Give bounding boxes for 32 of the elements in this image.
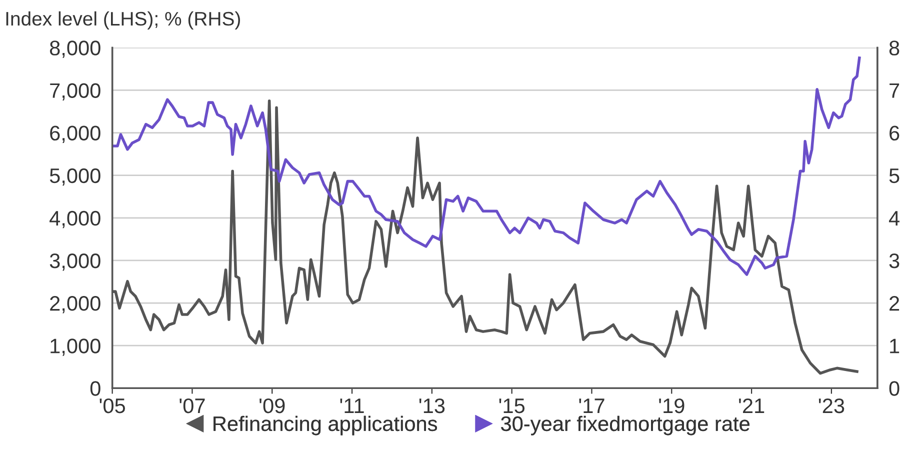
y-tick-label: 3,000: [50, 253, 100, 271]
y2-tick-label: 3: [889, 253, 900, 268]
y-tick-label: 5,000: [50, 168, 100, 186]
y-tick-label: 2,000: [50, 296, 100, 314]
x-tick-label: '17: [579, 398, 604, 413]
y-tick-label: 0: [90, 381, 100, 396]
y2-tick-label: 7: [890, 83, 900, 98]
x-tick-label: '07: [180, 398, 205, 414]
y-tick-label: 1,000: [50, 338, 100, 356]
x-tick-label: '05: [100, 398, 125, 414]
legend-label: 30-year fixedmortgage rate: [501, 416, 750, 436]
x-tick-label: '19: [659, 398, 684, 414]
y2-tick-label: 6: [890, 126, 900, 141]
x-tick-label: '15: [499, 398, 525, 414]
y2-tick-label: 0: [889, 381, 900, 396]
y2-tick-label: 2: [890, 296, 900, 311]
x-tick-label: '09: [260, 398, 285, 414]
y2-tick-label: 1: [890, 338, 900, 354]
y-tick-label: 8,000: [50, 40, 100, 58]
x-tick-label: '21: [739, 398, 764, 413]
y-tick-label: 4,000: [50, 210, 100, 228]
y2-tick-label: 5: [889, 168, 900, 184]
x-tick-label: '11: [340, 398, 364, 413]
x-tick-label: '23: [818, 398, 844, 414]
legend-label: Refinancing applications: [214, 416, 438, 436]
y-tick-label: 7,000: [50, 83, 100, 100]
chart-title: Index level (LHS); % (RHS): [6, 11, 240, 30]
y2-tick-label: 4: [888, 211, 900, 226]
line-series: [112, 56, 861, 276]
y-tick-label: 6,000: [50, 126, 100, 144]
x-tick-label: '13: [419, 398, 445, 414]
y2-tick-label: 8: [889, 40, 900, 56]
